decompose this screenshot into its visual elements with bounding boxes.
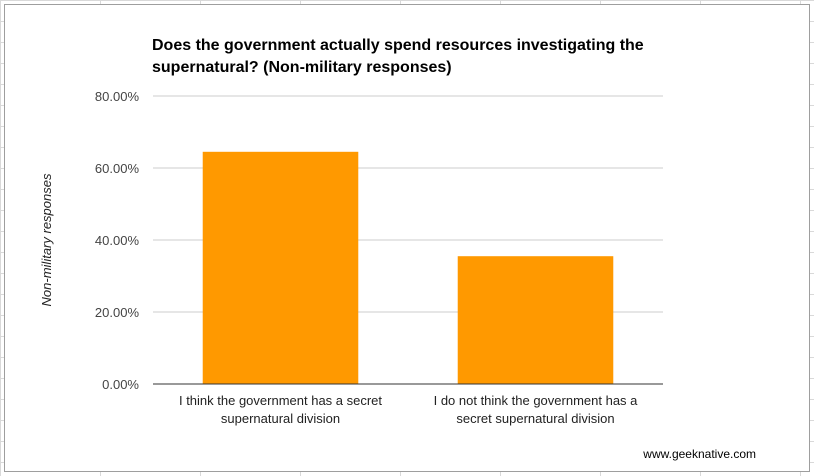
bars bbox=[202, 151, 614, 384]
y-axis-ticks: 0.00% 20.00% 40.00% 60.00% 80.00% bbox=[95, 89, 140, 392]
chart-title-line: Does the government actually spend resou… bbox=[152, 37, 644, 54]
chart-title-line: supernatural? (Non-military responses) bbox=[152, 59, 452, 76]
y-tick-label: 0.00% bbox=[102, 377, 139, 392]
bar bbox=[202, 151, 359, 384]
x-category-label: I do not think the government has a bbox=[434, 393, 639, 408]
x-category-label: secret supernatural division bbox=[456, 411, 614, 426]
x-category-label: I think the government has a secret bbox=[179, 393, 382, 408]
x-category-label: supernatural division bbox=[221, 411, 340, 426]
y-tick-label: 40.00% bbox=[95, 233, 140, 248]
y-tick-label: 60.00% bbox=[95, 161, 140, 176]
bar bbox=[457, 256, 614, 384]
y-axis-label: Non-military responses bbox=[39, 173, 54, 306]
bar-chart: Does the government actually spend resou… bbox=[39, 37, 756, 461]
y-tick-label: 20.00% bbox=[95, 305, 140, 320]
chart-title: Does the government actually spend resou… bbox=[152, 37, 644, 76]
y-tick-label: 80.00% bbox=[95, 89, 140, 104]
source-credit: www.geeknative.com bbox=[642, 447, 756, 461]
x-axis-categories: I think the government has a secret super… bbox=[179, 393, 638, 426]
chart-frame: Does the government actually spend resou… bbox=[4, 4, 810, 472]
